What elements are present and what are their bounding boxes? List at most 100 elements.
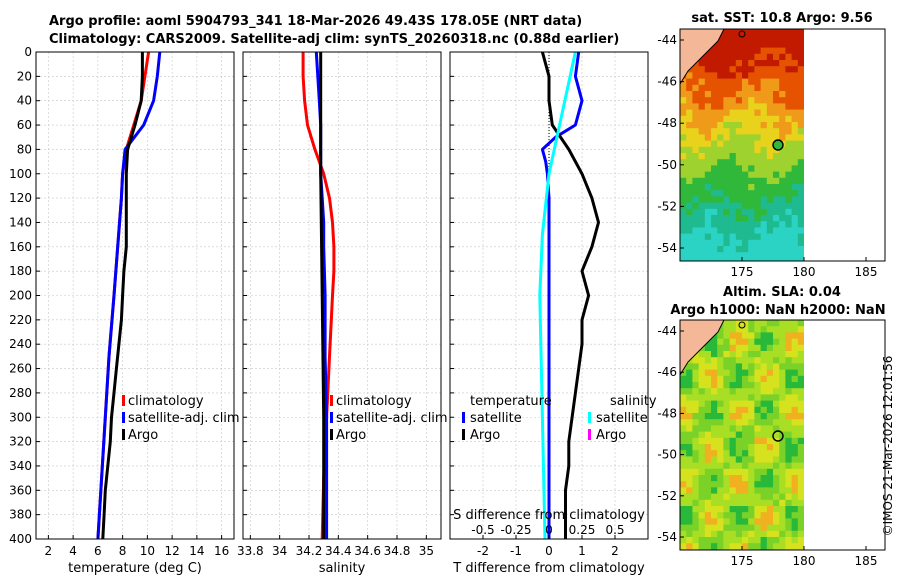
map-cell — [785, 177, 792, 185]
map-cell — [748, 115, 755, 123]
map-cell — [760, 543, 768, 550]
map-cell — [791, 165, 799, 172]
map-cell — [748, 530, 755, 538]
map-cell — [686, 375, 693, 383]
map-y-tick-label: -50 — [657, 158, 677, 172]
map-cell — [760, 233, 768, 241]
map-cell — [797, 153, 805, 160]
map-cell — [729, 84, 737, 92]
map-cell — [797, 53, 805, 61]
map-cell — [791, 53, 799, 61]
map-cell — [754, 369, 761, 377]
map-cell — [692, 184, 699, 191]
map-cell — [748, 153, 755, 160]
map-cell — [797, 388, 805, 395]
map-cell — [704, 202, 712, 210]
map-cell — [686, 512, 693, 519]
map-cell — [717, 115, 724, 123]
map-cell — [748, 78, 755, 86]
map-cell — [754, 202, 761, 210]
map-cell — [748, 221, 755, 228]
map-cell — [692, 72, 699, 79]
map-cell — [773, 394, 780, 401]
map-cell — [711, 103, 718, 110]
map-cell — [766, 530, 774, 538]
map-cell — [797, 140, 805, 148]
map-cell — [779, 239, 786, 247]
map-cell — [704, 406, 712, 414]
map-cell — [748, 456, 755, 463]
map-cell — [760, 413, 768, 420]
map-cell — [742, 227, 749, 234]
map-cell — [760, 115, 768, 123]
map-cell — [779, 53, 786, 61]
map-cell — [791, 190, 799, 197]
map-cell — [729, 103, 737, 110]
salinity-diff-tick-label: 0 — [545, 523, 553, 537]
map-cell — [686, 146, 693, 154]
map-cell — [791, 109, 799, 117]
map-cell — [773, 208, 780, 216]
map-cell — [686, 252, 693, 259]
map-cell — [773, 537, 780, 544]
map-cell — [797, 437, 805, 445]
map-cell — [742, 177, 749, 185]
map-cell — [779, 512, 786, 519]
map-cell — [791, 394, 799, 401]
map-cell — [779, 332, 786, 339]
map-cell — [723, 487, 730, 494]
map-cell — [779, 258, 786, 261]
map-cell — [692, 202, 699, 210]
map-cell — [680, 190, 687, 197]
map-cell — [748, 382, 755, 389]
map-cell — [729, 530, 737, 538]
map-cell — [686, 524, 693, 532]
map-cell — [773, 171, 780, 179]
map-cell — [686, 196, 693, 203]
map-cell — [729, 153, 737, 160]
legend-label-temperature: satellite-adj. clim — [128, 411, 240, 426]
map-cell — [760, 60, 768, 67]
map-cell — [735, 524, 743, 532]
map-cell — [698, 518, 706, 525]
map-cell — [729, 202, 737, 210]
island-outline-icon — [738, 30, 746, 38]
map-cell — [766, 357, 774, 364]
map-y-tick-label: -44 — [657, 324, 677, 338]
map-cell — [711, 537, 718, 544]
map-cell — [797, 394, 805, 401]
map-cell — [704, 239, 712, 247]
map-cell — [742, 171, 749, 179]
map-cell — [785, 444, 792, 451]
map-cell — [711, 413, 718, 420]
map-cell — [785, 47, 792, 55]
map-cell — [754, 543, 761, 550]
map-cell — [742, 351, 749, 358]
map-cell — [723, 493, 730, 501]
map-cell — [766, 499, 774, 507]
map-cell — [754, 246, 761, 253]
map-cell — [742, 338, 749, 346]
map-cell — [717, 493, 724, 501]
legend-label-temperature: climatology — [128, 394, 204, 409]
map-cell — [711, 487, 718, 494]
map-cell — [791, 246, 799, 253]
map-cell — [692, 128, 699, 135]
map-cell — [729, 221, 737, 228]
map-cell — [742, 462, 749, 470]
map-cell — [773, 103, 780, 110]
map-cell — [754, 115, 761, 123]
map-cell — [785, 171, 792, 179]
map-cell — [698, 227, 706, 234]
map-cell — [742, 499, 749, 507]
map-cell — [797, 134, 805, 141]
map-cell — [779, 456, 786, 463]
map-cell — [680, 258, 687, 261]
map-cell — [717, 406, 724, 414]
map-cell — [754, 47, 761, 55]
map-cell — [686, 437, 693, 445]
map-cell — [723, 537, 730, 544]
map-cell — [797, 97, 805, 104]
map-cell — [723, 456, 730, 463]
map-cell — [742, 518, 749, 525]
